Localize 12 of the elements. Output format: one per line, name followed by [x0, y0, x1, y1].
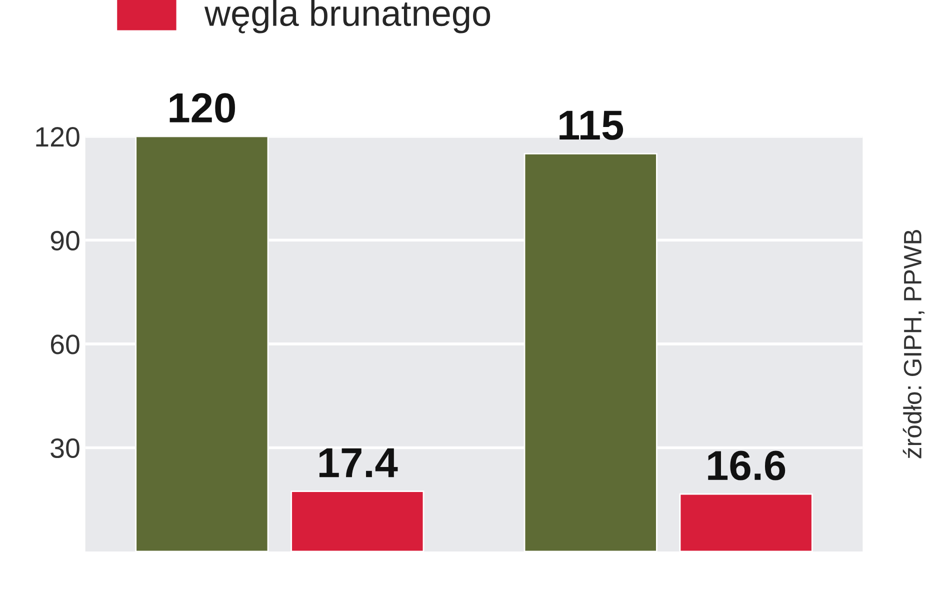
- text: źródło: GIPH, PPWB: [902, 230, 924, 458]
- data-label: 120: [170, 93, 235, 123]
- data-label: 115: [560, 110, 624, 140]
- y-tick-label: 90: [50, 230, 80, 251]
- y-tick-label: 60: [50, 334, 80, 354]
- data-label: 16.6: [708, 450, 786, 480]
- bar: [679, 493, 813, 552]
- legend-label: węgla brunatnego: [204, 0, 490, 34]
- bar: [290, 490, 424, 552]
- data-label: 17.4: [319, 448, 398, 478]
- y-tick-label: 30: [50, 438, 80, 458]
- y-tick-label: 120: [36, 127, 80, 147]
